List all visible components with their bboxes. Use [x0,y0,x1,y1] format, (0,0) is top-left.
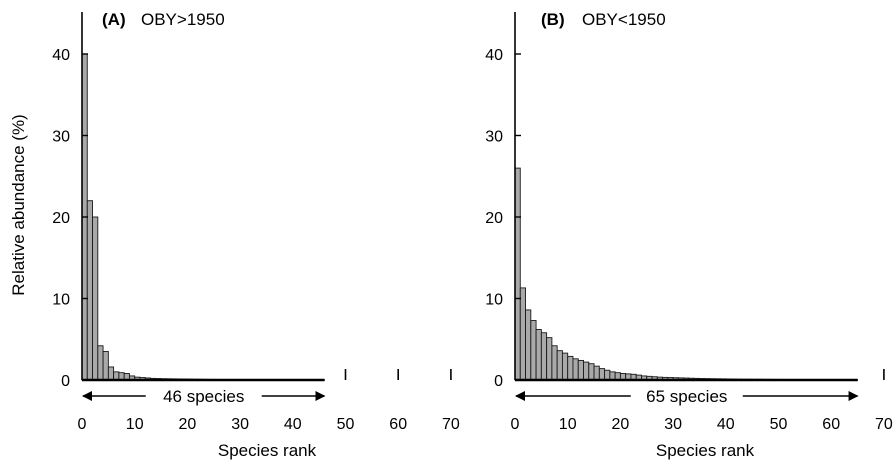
panel-b-y-ticks: 0 10 20 30 40 [485,47,521,390]
panel-b-x-tick-label-40: 40 [717,416,735,433]
panel-b-bar-rank-4 [530,320,537,381]
panel-a-y-tick-label-20: 20 [52,210,70,227]
panel-b-bar-rank-11 [567,355,574,381]
panel-a-x-tick-label-30: 30 [231,416,249,433]
panel-a-bars [81,53,325,381]
panel-b-y-tick-label-30: 30 [485,129,503,146]
panel-a-y-tick-label-10: 10 [52,292,70,309]
panel-b-x-tick-label-20: 20 [612,416,630,433]
panel-b-y-tick-label-20: 20 [485,210,503,227]
panel-b-y-tick-label-0: 0 [494,373,503,390]
panel-b-x-tick-label-60: 60 [822,416,840,433]
panel-b: (B) OBY<1950 0 10 20 30 40 0 10 20 30 40 50 60 70 6… [485,10,893,460]
panel-a-bar-rank-3 [92,216,99,381]
panel-a-y-tick-label-40: 40 [52,47,70,64]
panel-b-title: (B) OBY<1950 [541,10,666,29]
panel-a-bar-rank-5 [102,351,109,381]
panel-b-bar-rank-14 [583,361,590,381]
panel-b-bar-rank-10 [561,352,569,381]
panel-b-x-ticks: 0 10 20 30 40 50 60 70 [511,369,893,433]
panel-b-x-tick-label-70: 70 [875,416,893,433]
panel-b-bar-rank-8 [551,345,558,381]
panel-a-x-tick-label-0: 0 [78,416,87,433]
panel-b-bar-rank-7 [546,337,553,381]
panel-b-bar-rank-9 [556,350,563,381]
panel-b-y-tick-label-40: 40 [485,47,503,64]
panel-b-bar-rank-13 [577,359,584,381]
panel-b-x-tick-label-10: 10 [559,416,577,433]
panel-a-span-label: 46 species [163,387,244,406]
panel-a-x-axis-title: Species rank [218,441,317,460]
panel-a-x-tick-label-60: 60 [389,416,407,433]
panel-a-x-tick-label-70: 70 [442,416,460,433]
panel-b-x-tick-label-0: 0 [511,416,520,433]
panel-a-span: 46 species [82,387,326,406]
panel-a-x-ticks: 0 10 20 30 40 50 60 70 [78,369,460,433]
panel-b-span-label: 65 species [646,387,727,406]
panel-a-bar-rank-6 [107,366,115,381]
panel-b-x-tick-label-30: 30 [664,416,682,433]
panel-a-bar-rank-4 [97,345,104,381]
panel-b-bar-rank-16 [593,365,600,381]
panel-b-bar-rank-5 [535,329,542,381]
panel-b-bar-rank-12 [572,358,579,381]
panel-b-bar-rank-17 [598,368,606,381]
panel-a-x-tick-label-20: 20 [179,416,197,433]
panel-a-y-axis-title: Relative abundance (%) [9,114,28,295]
panel-b-bar-rank-15 [588,363,595,381]
panel-b-bar-rank-3 [525,309,532,381]
panel-a-x-tick-label-40: 40 [284,416,302,433]
panel-a-title-text: OBY>1950 [141,10,225,29]
panel-a-letter: (A) [102,10,126,29]
panel-b-bar-rank-18 [604,369,611,381]
panel-a-y-tick-label-0: 0 [61,373,70,390]
panel-a-title: (A) OBY>1950 [102,10,225,29]
panel-b-letter: (B) [541,10,565,29]
panel-b-span: 65 species [515,387,859,406]
panel-b-x-tick-label-50: 50 [770,416,788,433]
panel-b-bars [514,167,859,381]
panel-a-bar-rank-2 [86,200,93,381]
panel-b-x-axis-title: Species rank [656,441,755,460]
panel-a-x-tick-label-50: 50 [337,416,355,433]
panel-a-y-tick-label-30: 30 [52,129,70,146]
panel-a-x-tick-label-10: 10 [126,416,144,433]
panel-b-title-text: OBY<1950 [582,10,666,29]
panel-a-y-ticks: 0 10 20 30 40 [52,47,88,390]
panel-a: (A) OBY>1950 0 10 20 30 40 0 10 20 30 40 50 60 70 4… [9,10,460,460]
panel-b-bar-rank-6 [540,332,548,381]
panel-b-y-tick-label-10: 10 [485,292,503,309]
panel-b-bar-rank-2 [519,287,526,381]
